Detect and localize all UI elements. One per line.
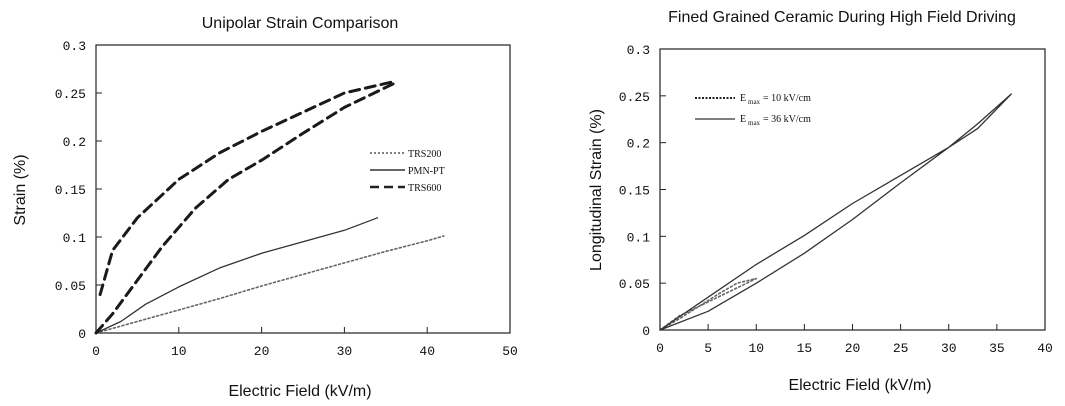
chart1-series-line-pmn-pt — [95, 217, 379, 334]
chart1-ytick-label: 0.1 — [63, 231, 87, 246]
legend-label-trs200: TRS200 — [408, 149, 441, 160]
legend-e36-sub: max — [748, 119, 761, 127]
chart-unipolar-strain: Unipolar Strain Comparison Electric Fiel… — [12, 15, 518, 400]
chart2-ticks: 0 5 10 15 20 25 30 35 40 0 0.05 0.1 0.15 0.2 0.25 0.3 — [619, 43, 1053, 356]
chart2-xtick-label: 25 — [893, 341, 909, 356]
chart1-plot-frame — [95, 44, 511, 334]
chart-fine-grained-ceramic: Fined Grained Ceramic During High Field … — [588, 9, 1053, 394]
chart2-ytick-label: 0.15 — [619, 184, 650, 199]
chart1-ticks: 0 10 20 30 40 50 0 0.05 0.1 0.15 0.2 0.25 0.3 — [55, 39, 518, 359]
chart2-ytick-label: 0.1 — [627, 230, 651, 245]
legend-e36-rest: = 36 kV/cm — [763, 114, 811, 125]
chart2-xlabel: Electric Field (kV/m) — [788, 377, 931, 394]
chart1-ytick-label: 0.3 — [63, 39, 86, 54]
chart1-ylabel: Strain (%) — [12, 154, 29, 225]
chart2-xtick-label: 15 — [797, 341, 813, 356]
chart2-ytick-label: 0.2 — [627, 137, 650, 152]
chart1-series-line-trs200 — [95, 235, 445, 334]
chart1-xtick-label: 20 — [254, 344, 270, 359]
chart1-ytick-label: 0.2 — [63, 135, 86, 150]
chart1-xtick-label: 0 — [92, 344, 100, 359]
chart2-xtick-label: 35 — [989, 341, 1005, 356]
chart1-xtick-label: 30 — [337, 344, 353, 359]
chart1-legend: TRS200 PMN-PT TRS600 — [370, 149, 445, 194]
chart2-ytick-label: 0 — [642, 324, 650, 339]
legend-e36-main: E — [740, 114, 746, 125]
chart2-plot-frame — [659, 48, 1046, 331]
chart1-xtick-label: 40 — [419, 344, 435, 359]
chart2-ytick-label: 0.3 — [627, 43, 650, 58]
chart2-xtick-label: 30 — [941, 341, 957, 356]
chart1-ytick-label: 0.15 — [55, 183, 86, 198]
chart2-ytick-label: 0.25 — [619, 90, 650, 105]
legend-e10-sub: max — [748, 98, 761, 106]
chart1-series-line-trs600 — [98, 80, 396, 297]
chart2-ytick-label: 0.05 — [619, 277, 650, 292]
chart1-xlabel: Electric Field (kV/m) — [228, 383, 371, 400]
chart1-ytick-label: 0 — [78, 327, 86, 342]
chart2-series-line-e-max-36-kv-cm — [659, 93, 1012, 331]
chart2-legend: E max = 10 kV/cm E max = 36 kV/cm — [695, 93, 811, 127]
chart2-series — [659, 93, 1012, 331]
legend-e10-rest: = 10 kV/cm — [763, 93, 811, 104]
chart1-xtick-label: 50 — [502, 344, 518, 359]
chart1-ytick-label: 0.25 — [55, 87, 86, 102]
chart2-xtick-label: 20 — [845, 341, 861, 356]
chart2-ylabel: Longitudinal Strain (%) — [588, 109, 605, 271]
chart1-xtick-label: 10 — [171, 344, 187, 359]
chart1-series — [94, 80, 445, 335]
chart2-xtick-label: 10 — [748, 341, 764, 356]
chart2-series-line-e-max-10-kv-cm — [659, 277, 758, 331]
chart2-xtick-label: 5 — [704, 341, 712, 356]
chart1-ytick-label: 0.05 — [55, 279, 86, 294]
chart2-title: Fined Grained Ceramic During High Field … — [668, 9, 1016, 26]
chart2-xtick-label: 0 — [656, 341, 664, 356]
legend-e10-main: E — [740, 93, 746, 104]
legend-label-pmn-pt: PMN-PT — [408, 166, 445, 177]
chart1-title: Unipolar Strain Comparison — [202, 15, 399, 32]
chart1-series-line-unlabeled-3 — [94, 81, 396, 335]
legend-label-trs600: TRS600 — [408, 183, 441, 194]
chart2-xtick-label: 40 — [1037, 341, 1053, 356]
